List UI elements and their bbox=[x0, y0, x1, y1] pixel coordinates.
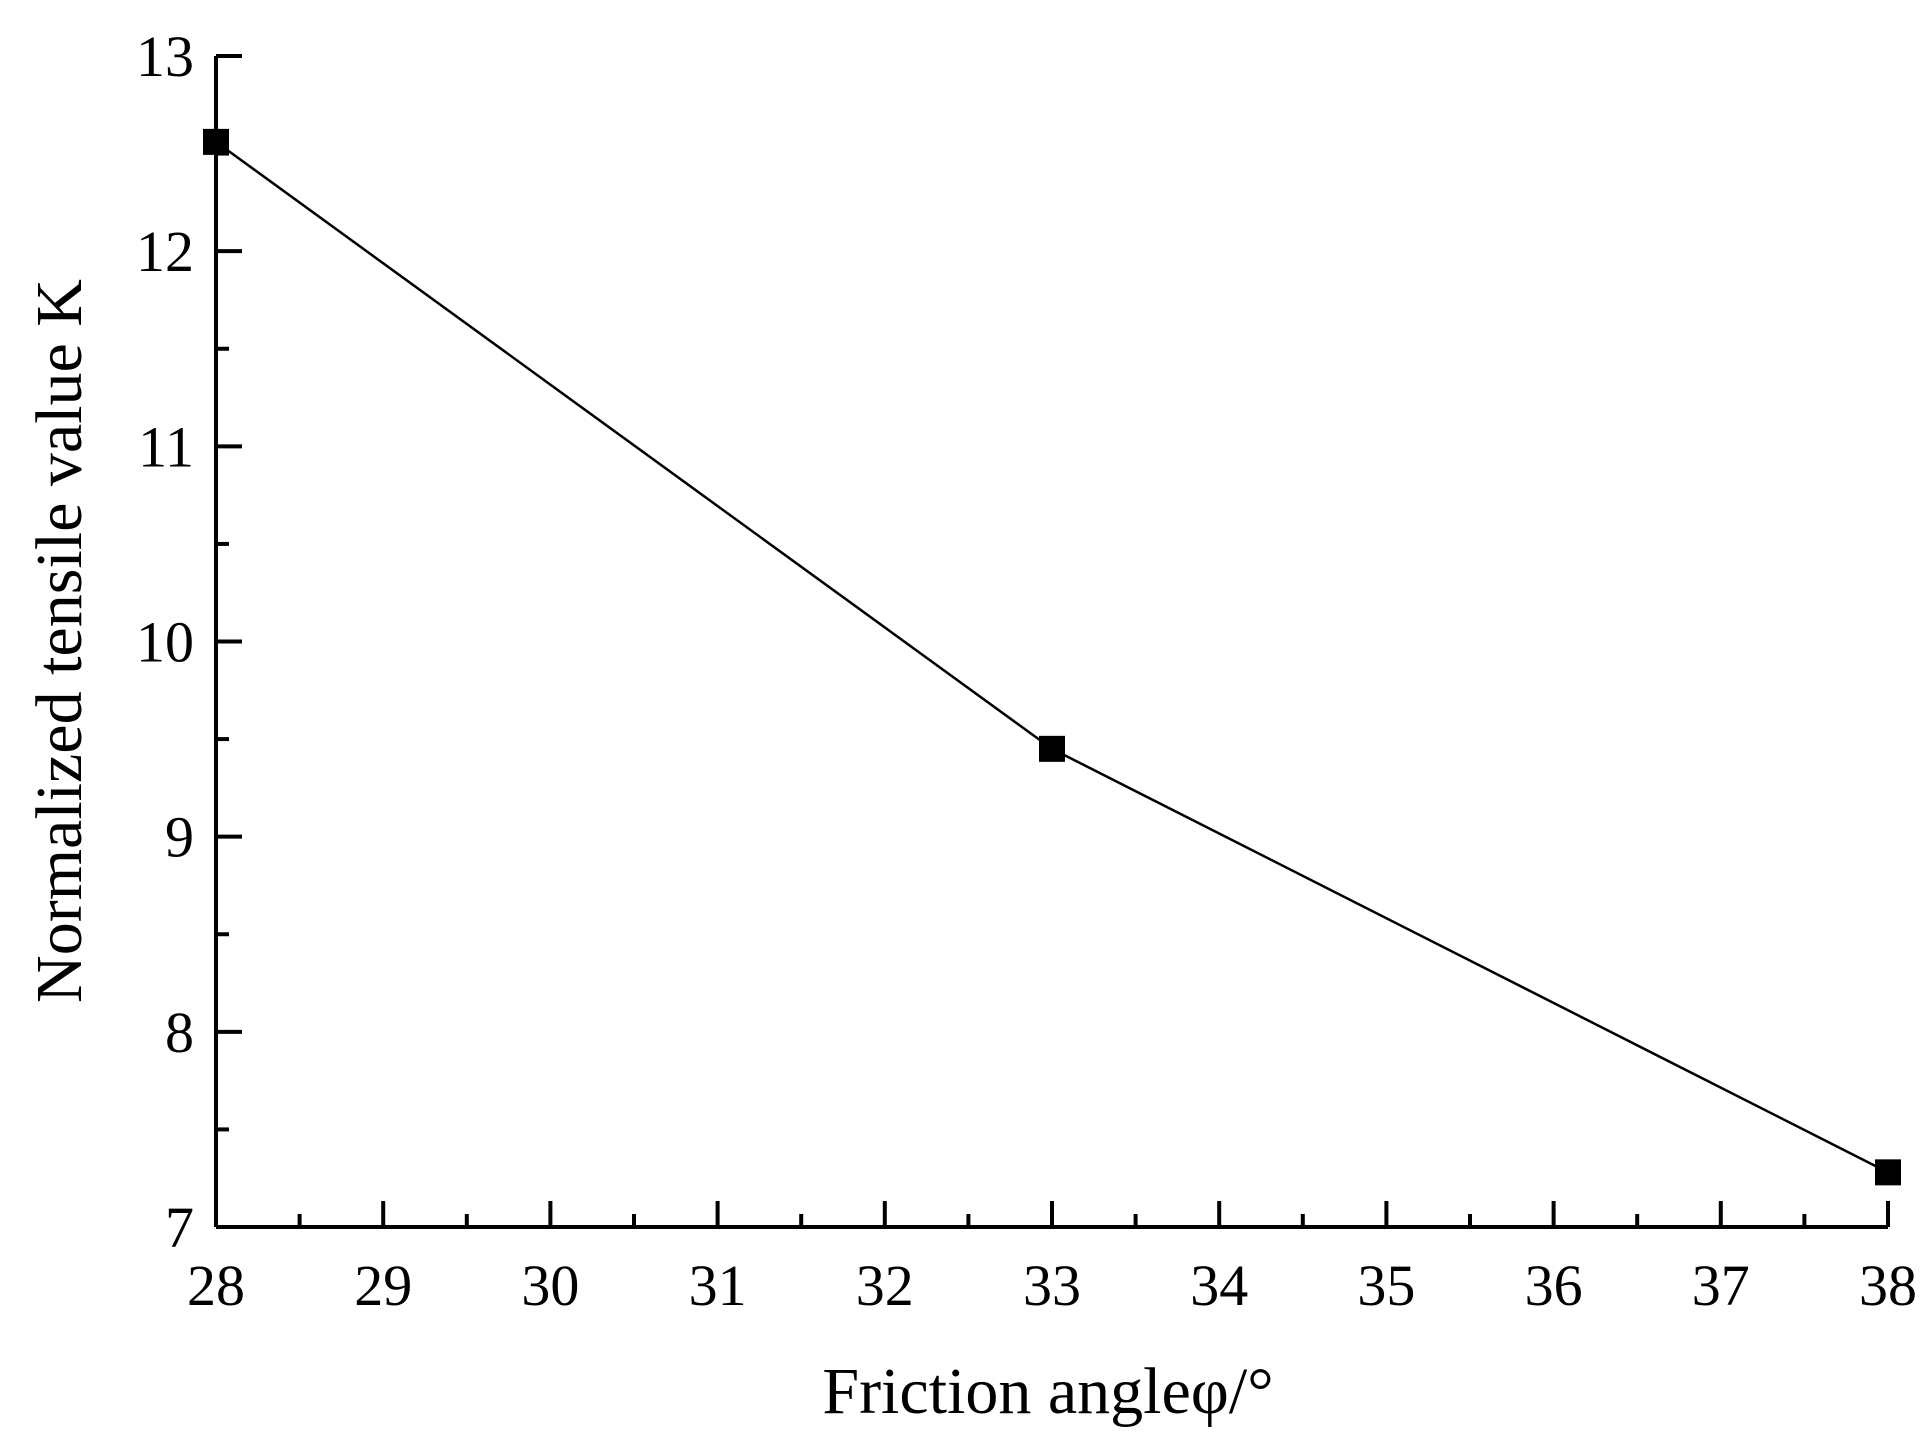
x-ticks bbox=[214, 1201, 1890, 1227]
x-axis-label: Friction angleφ/° bbox=[822, 1355, 1273, 1428]
x-tick-label: 29 bbox=[354, 1253, 412, 1318]
y-tick-label: 10 bbox=[136, 610, 194, 675]
y-tick-label: 13 bbox=[136, 24, 194, 89]
x-tick-label: 34 bbox=[1190, 1253, 1248, 1318]
series-group bbox=[203, 128, 1901, 1186]
y-tick-label: 7 bbox=[165, 1195, 194, 1260]
y-tick-labels: 7 8 9 10 11 12 13 bbox=[136, 24, 194, 1260]
y-axis-label: Normalized tensile value K bbox=[23, 279, 96, 1003]
axes bbox=[214, 56, 1888, 1229]
x-tick-label: 28 bbox=[187, 1253, 245, 1318]
x-tick-labels: 28 29 30 31 32 33 34 35 36 37 38 bbox=[187, 1253, 1917, 1318]
y-ticks bbox=[216, 54, 242, 1229]
x-tick-label: 31 bbox=[689, 1253, 747, 1318]
series-line bbox=[215, 140, 1889, 1174]
x-tick-label: 37 bbox=[1692, 1253, 1750, 1318]
data-point bbox=[203, 128, 229, 155]
y-tick-label: 8 bbox=[165, 1000, 194, 1065]
y-tick-label: 11 bbox=[138, 414, 194, 479]
x-tick-label: 33 bbox=[1023, 1253, 1081, 1318]
x-tick-label: 30 bbox=[521, 1253, 579, 1318]
x-tick-label: 35 bbox=[1357, 1253, 1415, 1318]
x-tick-label: 32 bbox=[856, 1253, 914, 1318]
x-tick-label: 38 bbox=[1859, 1253, 1917, 1318]
x-tick-label: 36 bbox=[1525, 1253, 1583, 1318]
data-point bbox=[1039, 735, 1065, 762]
y-tick-label: 12 bbox=[136, 219, 194, 284]
data-point bbox=[1875, 1159, 1901, 1186]
y-tick-label: 9 bbox=[165, 805, 194, 870]
